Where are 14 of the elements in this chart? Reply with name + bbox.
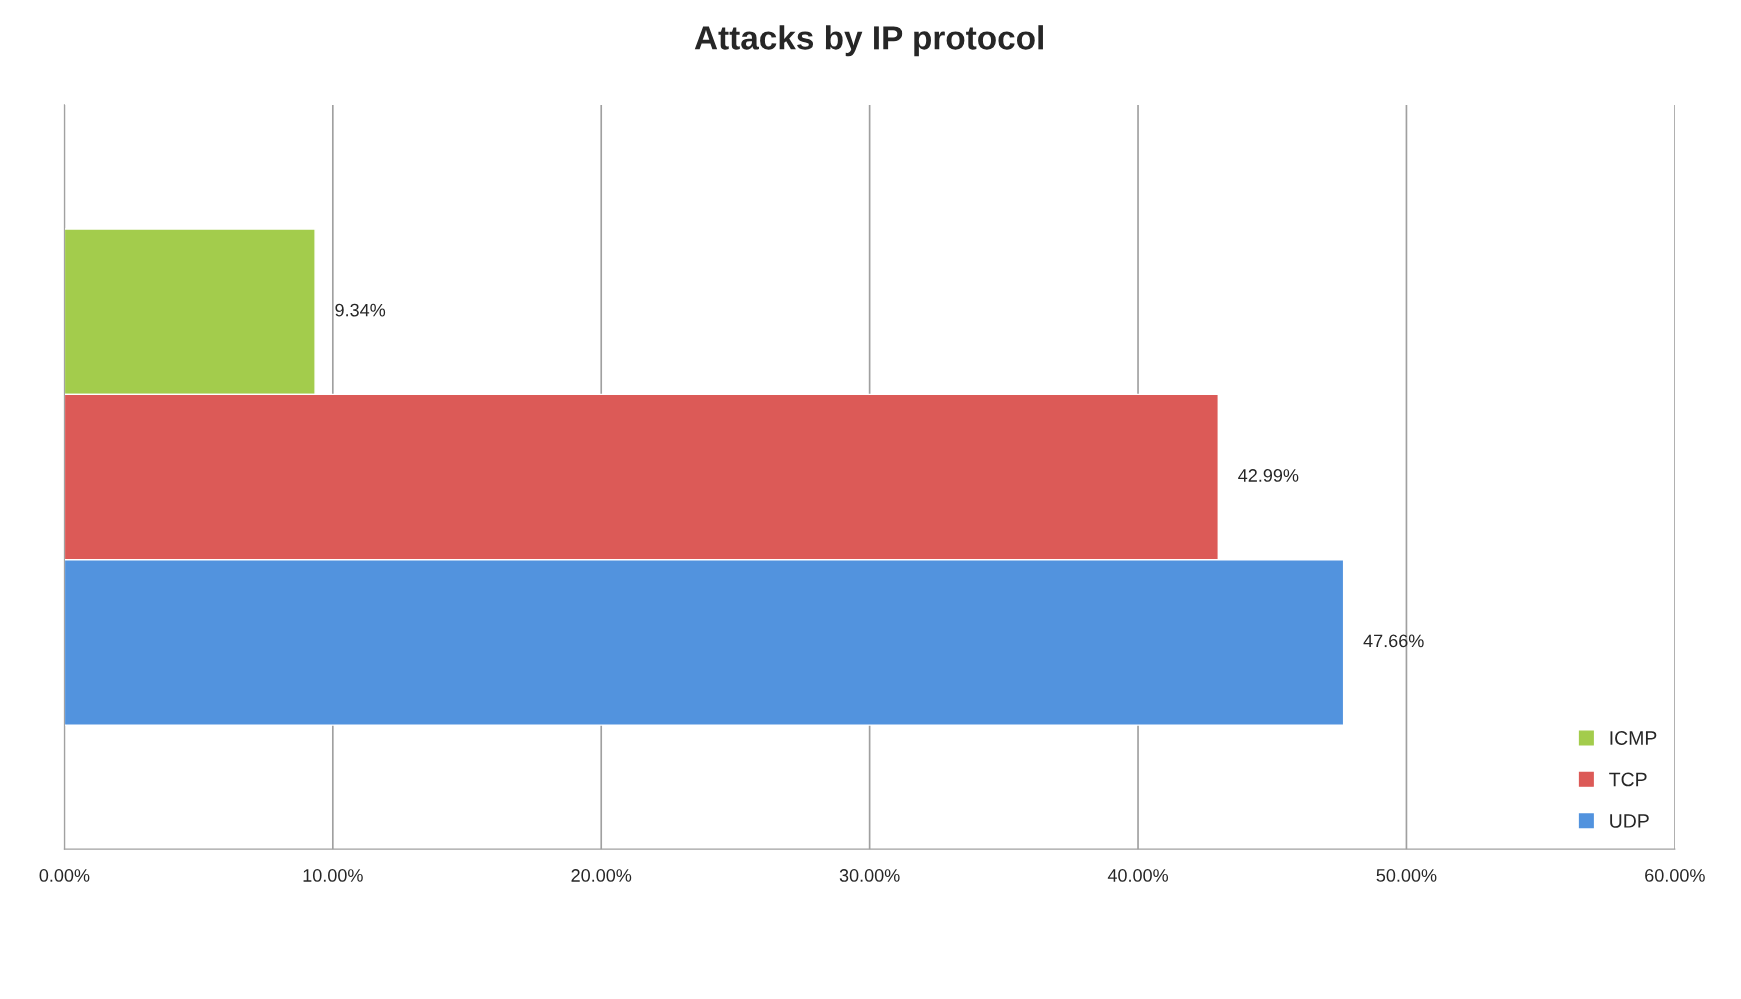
x-tick-label: 50.00%: [1376, 869, 1437, 882]
x-tick-label: 30.00%: [839, 869, 900, 882]
data-label: 42.99%: [1238, 469, 1299, 482]
x-tick-label: 0.00%: [39, 869, 90, 882]
x-tick-label: 20.00%: [571, 869, 632, 882]
data-label: 9.34%: [335, 303, 386, 317]
legend-label: ICMP: [1610, 731, 1657, 745]
x-tick-label: 10.00%: [303, 869, 363, 882]
data-label: 47.66%: [1363, 634, 1424, 648]
x-tick-label: 40.00%: [1107, 869, 1169, 882]
chart-title: Attacks by IP protocol: [694, 25, 1043, 57]
x-tick-label: 60.00%: [1645, 869, 1705, 882]
legend-label: TCP: [1609, 772, 1647, 787]
legend-label: UDP: [1610, 814, 1649, 828]
